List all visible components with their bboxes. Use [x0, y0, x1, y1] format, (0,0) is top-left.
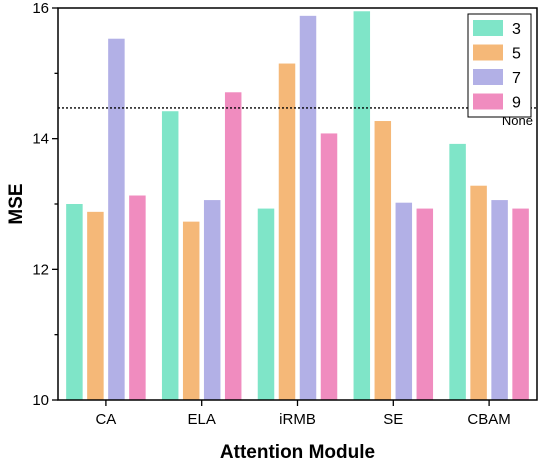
x-tick-label-CA: CA [95, 411, 116, 428]
bar-SE-7 [395, 202, 413, 400]
y-axis-title: MSE [6, 183, 27, 224]
bar-CBAM-7 [491, 200, 508, 400]
bar-CBAM-9 [512, 208, 529, 400]
bar-CBAM-3 [449, 143, 466, 401]
bar-SE-3 [353, 11, 371, 401]
bar-CA-5 [87, 211, 104, 400]
legend-label-9: 9 [512, 95, 521, 112]
bar-iRMB-9 [320, 133, 338, 400]
y-axis: 10 12 14 16 [32, 0, 58, 409]
legend-label-3: 3 [512, 21, 521, 38]
x-axis: CA ELA iRMB SE CBAM [95, 400, 511, 428]
legend-swatch-5 [473, 44, 503, 61]
x-tick-label-CBAM: CBAM [467, 411, 510, 428]
bar-CA-7 [108, 38, 125, 400]
legend-label-5: 5 [512, 46, 521, 63]
x-axis-title: Attention Module [220, 442, 375, 463]
bar-iRMB-7 [299, 15, 317, 401]
bar-iRMB-5 [278, 63, 296, 401]
legend-label-7: 7 [512, 70, 521, 87]
bar-iRMB-3 [257, 208, 275, 400]
bar-CBAM-5 [470, 185, 487, 400]
legend: 3 5 7 9 [467, 13, 532, 118]
bar-ELA-7 [203, 200, 221, 400]
y-tick-label: 16 [32, 0, 49, 17]
bar-SE-9 [416, 208, 434, 400]
legend-swatch-3 [473, 20, 503, 36]
y-tick-label: 10 [32, 392, 49, 409]
bar-ELA-3 [161, 111, 179, 400]
x-tick-label-ELA: ELA [188, 411, 216, 428]
legend-swatch-9 [473, 93, 503, 110]
x-tick-label-SE: SE [383, 411, 403, 428]
bars-layer [66, 11, 529, 401]
y-tick-label: 14 [32, 131, 49, 148]
bar-ELA-5 [182, 221, 200, 400]
bar-SE-5 [374, 121, 392, 400]
legend-swatch-7 [473, 69, 503, 85]
bar-ELA-9 [224, 92, 242, 400]
x-tick-label-iRMB: iRMB [279, 411, 316, 428]
bar-CA-9 [129, 195, 146, 400]
bar-CA-3 [66, 204, 83, 400]
y-tick-label: 12 [32, 261, 49, 278]
